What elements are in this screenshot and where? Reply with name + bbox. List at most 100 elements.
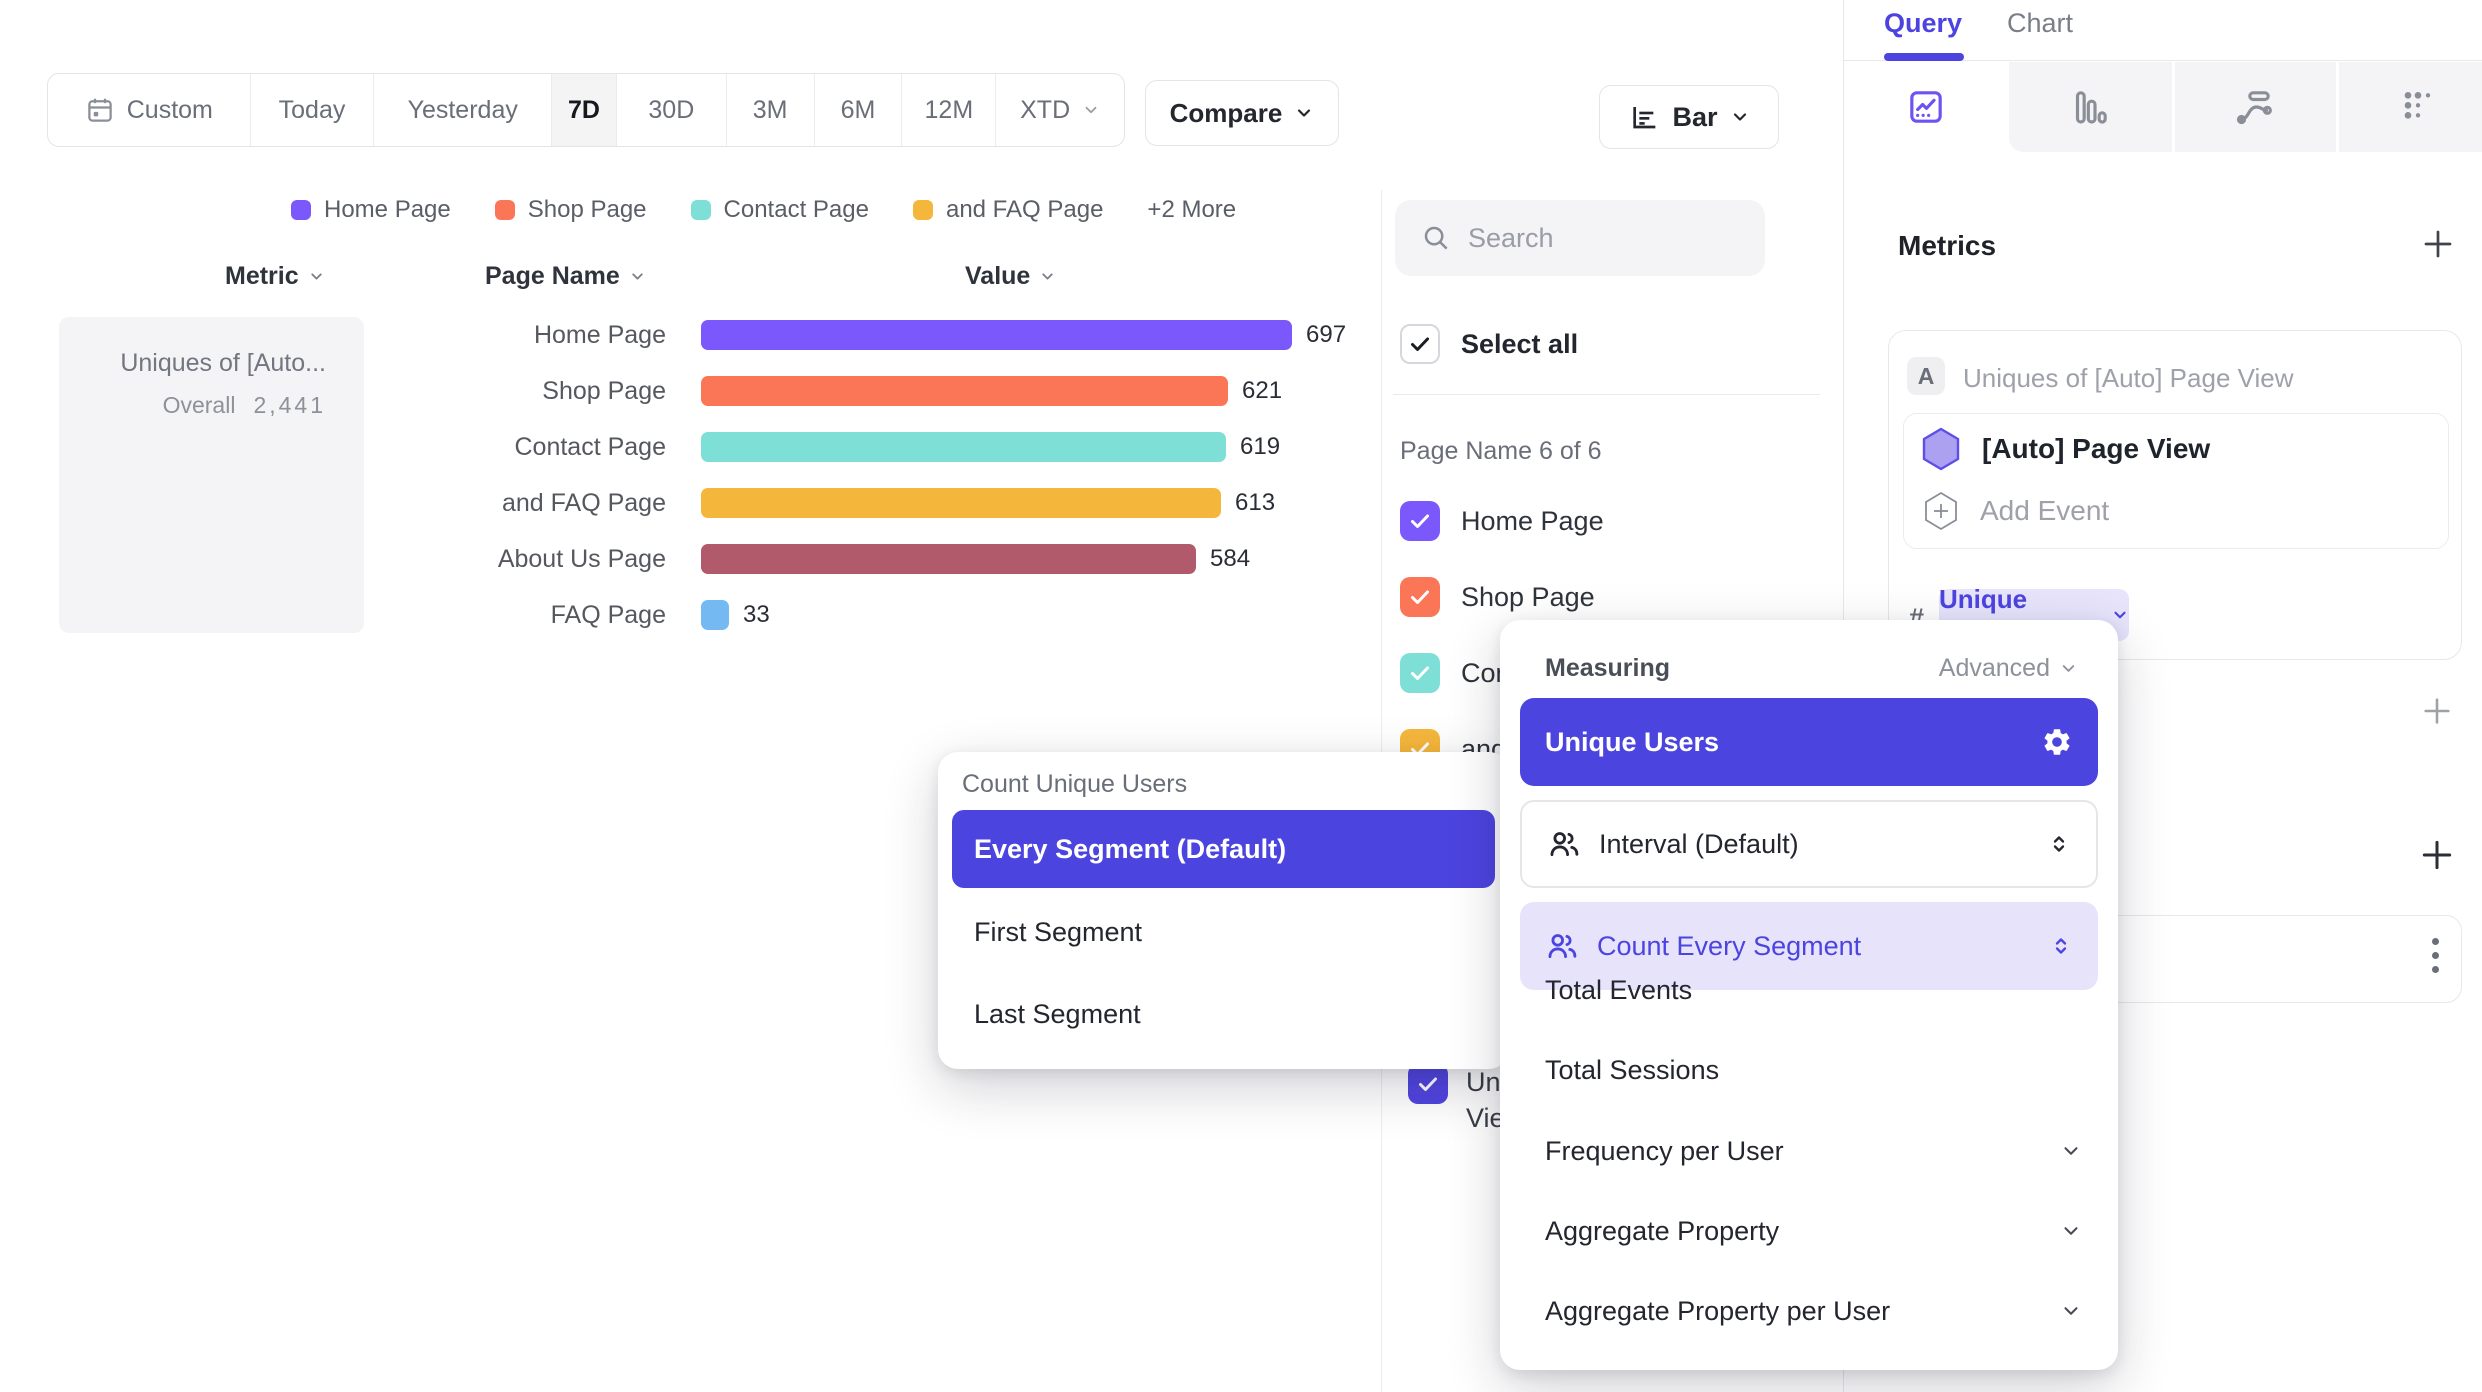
option-unique-users[interactable]: Unique Users bbox=[1520, 698, 2098, 786]
column-header-metric[interactable]: Metric bbox=[225, 262, 325, 291]
select-all-checkbox[interactable] bbox=[1400, 324, 1440, 364]
active-tab-indicator bbox=[1884, 53, 1964, 61]
divider bbox=[2336, 62, 2339, 152]
checkbox-checked[interactable] bbox=[1400, 653, 1440, 693]
date-range-today[interactable]: Today bbox=[251, 74, 375, 146]
option-aggregate-property-per-user[interactable]: Aggregate Property per User bbox=[1545, 1291, 2078, 1331]
funnels-report-icon[interactable] bbox=[2070, 87, 2110, 127]
insights-report-icon[interactable] bbox=[1906, 87, 1946, 127]
users-icon bbox=[1547, 827, 1581, 861]
legend-item[interactable]: Shop Page bbox=[494, 196, 647, 224]
chevron-down-icon bbox=[1082, 101, 1100, 119]
chevron-down-icon bbox=[629, 268, 646, 285]
measuring-popover: Measuring Advanced Unique Users Interval… bbox=[1500, 620, 2118, 1370]
bar[interactable] bbox=[701, 320, 1292, 350]
option-last-segment[interactable]: Last Segment bbox=[974, 998, 1141, 1029]
select-all-row[interactable]: Select all bbox=[1400, 324, 1578, 364]
chart-type-selector[interactable]: Bar bbox=[1599, 85, 1779, 149]
legend-swatch bbox=[291, 200, 311, 220]
legend-item[interactable]: and FAQ Page bbox=[912, 196, 1103, 224]
add-filter-button[interactable] bbox=[2420, 694, 2454, 728]
chevron-down-icon bbox=[2060, 1220, 2082, 1242]
checkbox-checked[interactable] bbox=[1400, 577, 1440, 617]
bar-value: 621 bbox=[1242, 377, 1283, 404]
option-total-events[interactable]: Total Events bbox=[1545, 974, 1693, 1005]
date-range-3m[interactable]: 3M bbox=[727, 74, 815, 146]
chevron-down-icon bbox=[1294, 103, 1314, 123]
date-range-label: Custom bbox=[126, 95, 213, 124]
bar-row: Shop Page 621 bbox=[300, 371, 1282, 411]
option-first-segment[interactable]: First Segment bbox=[974, 916, 1143, 947]
column-header-value[interactable]: Value bbox=[965, 262, 1056, 291]
option-interval-default[interactable]: Interval (Default) bbox=[1520, 800, 2098, 888]
date-range-6m[interactable]: 6M bbox=[815, 74, 903, 146]
date-range-30d[interactable]: 30D bbox=[617, 74, 727, 146]
bar-row: Home Page 697 bbox=[300, 315, 1346, 355]
checkbox-checked[interactable] bbox=[1408, 1064, 1448, 1104]
bar-row: About Us Page 584 bbox=[300, 539, 1250, 579]
option-every-segment[interactable]: Every Segment (Default) bbox=[952, 810, 1495, 888]
bar[interactable] bbox=[701, 600, 729, 630]
bar-row-label: About Us Page bbox=[497, 544, 666, 573]
bar-row: FAQ Page 33 bbox=[300, 595, 770, 635]
event-card: [Auto] Page View Add Event bbox=[1903, 413, 2449, 549]
chevron-down-icon bbox=[2059, 659, 2078, 678]
bar[interactable] bbox=[701, 376, 1228, 406]
divider bbox=[2172, 62, 2175, 152]
legend-item[interactable]: Home Page bbox=[291, 196, 451, 224]
stepper-icon bbox=[2049, 934, 2073, 958]
filter-item-home-page[interactable]: Home Page bbox=[1400, 501, 1604, 541]
add-event-hexagon-icon bbox=[1922, 490, 1960, 532]
bar-row-label: Contact Page bbox=[514, 432, 667, 461]
bar-row-label: FAQ Page bbox=[550, 600, 666, 629]
calendar-icon bbox=[85, 95, 115, 125]
date-range-12m[interactable]: 12M bbox=[902, 74, 997, 146]
legend-swatch bbox=[912, 200, 933, 220]
bar-value: 613 bbox=[1235, 489, 1276, 516]
metric-card: A Uniques of [Auto] Page View [Auto] Pag… bbox=[1888, 330, 2462, 660]
compare-button[interactable]: Compare bbox=[1145, 80, 1339, 146]
chevron-down-icon bbox=[2111, 606, 2129, 624]
legend-swatch bbox=[494, 200, 515, 220]
date-range-yesterday[interactable]: Yesterday bbox=[374, 74, 553, 146]
metric-cell-overall: Overall 2,441 bbox=[162, 392, 326, 418]
add-metric-button[interactable] bbox=[2420, 226, 2456, 262]
option-count-every-segment[interactable]: Count Every Segment bbox=[1520, 902, 2098, 990]
tab-chart[interactable]: Chart bbox=[2007, 8, 2074, 38]
gear-icon[interactable] bbox=[2041, 726, 2073, 758]
bar[interactable] bbox=[701, 488, 1221, 518]
bar[interactable] bbox=[701, 544, 1196, 574]
event-row[interactable]: [Auto] Page View bbox=[1920, 426, 2210, 472]
legend-item[interactable]: Contact Page bbox=[690, 196, 869, 224]
legend-swatch bbox=[690, 200, 711, 220]
legend-more-link[interactable]: +2 More bbox=[1147, 196, 1237, 223]
date-range-xtd[interactable]: XTD bbox=[996, 74, 1124, 146]
advanced-dropdown[interactable]: Advanced bbox=[1939, 654, 2078, 683]
option-frequency-per-user[interactable]: Frequency per User bbox=[1545, 1131, 2078, 1171]
event-hexagon-icon bbox=[1920, 426, 1962, 472]
date-range-7d[interactable]: 7D bbox=[552, 74, 617, 146]
add-event-row[interactable]: Add Event bbox=[1922, 490, 2109, 532]
checkbox-checked[interactable] bbox=[1400, 501, 1440, 541]
chevron-down-icon bbox=[2060, 1300, 2082, 1322]
bar[interactable] bbox=[701, 432, 1226, 462]
count-unique-users-popover: Count Unique Users Every Segment (Defaul… bbox=[938, 752, 1509, 1069]
column-header-page-name[interactable]: Page Name bbox=[485, 262, 646, 291]
more-options-icon[interactable] bbox=[2432, 938, 2439, 973]
tab-query[interactable]: Query bbox=[1884, 8, 1963, 38]
retention-report-icon[interactable] bbox=[2398, 87, 2438, 127]
bar-value: 584 bbox=[1210, 545, 1251, 572]
chevron-down-icon bbox=[308, 268, 325, 285]
metric-letter-badge: A bbox=[1907, 357, 1945, 395]
metric-cell[interactable]: Uniques of [Auto... Overall 2,441 bbox=[59, 317, 364, 633]
date-range-custom[interactable]: Custom bbox=[48, 74, 251, 146]
flows-report-icon[interactable] bbox=[2234, 87, 2274, 127]
search-input[interactable] bbox=[1468, 222, 1738, 254]
metrics-heading: Metrics bbox=[1898, 230, 1997, 261]
filter-item-shop-page[interactable]: Shop Page bbox=[1400, 577, 1595, 617]
option-aggregate-property[interactable]: Aggregate Property bbox=[1545, 1211, 2078, 1251]
option-total-sessions[interactable]: Total Sessions bbox=[1545, 1054, 1720, 1085]
add-breakdown-button[interactable] bbox=[2418, 836, 2456, 874]
chevron-down-icon bbox=[2060, 1140, 2082, 1162]
